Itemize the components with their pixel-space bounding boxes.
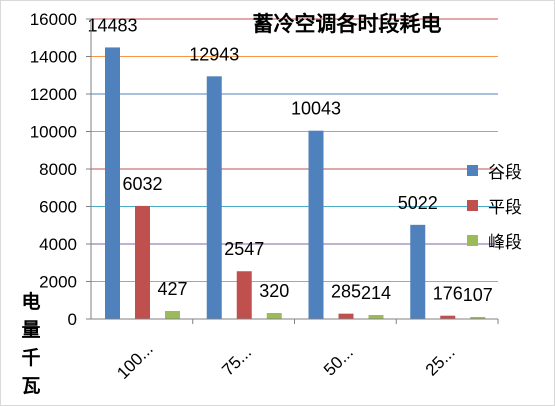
x-tick-labels: 100... 75... 50... 25... <box>113 319 499 383</box>
y-tick-label: 12000 <box>30 85 77 104</box>
x-tick-label: 25... <box>422 343 459 380</box>
bar <box>236 271 252 319</box>
legend-label-ping: 平段 <box>488 198 522 218</box>
bars <box>105 47 486 319</box>
legend-item-gu: 谷段 <box>467 153 522 188</box>
data-label: 12943 <box>189 44 239 64</box>
data-label: 14483 <box>87 15 137 35</box>
bar <box>368 314 384 319</box>
bar <box>266 313 282 319</box>
data-label: 427 <box>157 279 187 299</box>
legend-swatch-gu <box>467 165 478 176</box>
data-label: 5022 <box>398 193 438 213</box>
legend-swatch-feng <box>467 235 478 246</box>
y-tick-label: 16000 <box>30 10 77 29</box>
legend: 谷段 平段 峰段 <box>467 153 522 258</box>
legend-item-feng: 峰段 <box>467 223 522 258</box>
bar <box>135 205 150 319</box>
bar <box>165 310 180 319</box>
data-labels: 14483 6032 427 12943 2547 320 10043 285 214 5022 1… <box>87 15 492 305</box>
y-axis-title-char: 量 <box>21 319 40 341</box>
bar <box>470 316 486 319</box>
y-tick-label: 4000 <box>39 235 77 254</box>
x-tick-label: 100... <box>113 339 157 383</box>
legend-label-feng: 峰段 <box>488 233 522 253</box>
y-axis-title-char: 千 <box>21 347 40 369</box>
data-label: 285 <box>331 282 361 302</box>
x-tick-label: 75... <box>218 343 255 380</box>
data-label: 6032 <box>122 174 162 194</box>
y-tick-label: 8000 <box>39 160 77 179</box>
legend-swatch-ping <box>467 200 478 211</box>
data-label: 107 <box>463 285 493 305</box>
data-label: 10043 <box>291 99 341 119</box>
x-tick-label: 50... <box>320 343 357 380</box>
y-tick-label: 0 <box>68 310 77 329</box>
y-tick-label: 2000 <box>39 273 77 292</box>
data-label: 214 <box>361 283 391 303</box>
bar <box>410 224 426 319</box>
y-axis-title-char: 瓦 <box>21 375 40 397</box>
y-tick-labels: 0 2000 4000 6000 8000 10000 12000 14000 16000 <box>30 10 91 329</box>
bar <box>308 130 324 319</box>
legend-item-ping: 平段 <box>467 188 522 223</box>
y-tick-label: 6000 <box>39 198 77 217</box>
y-tick-label: 10000 <box>30 123 77 142</box>
bar <box>206 76 222 319</box>
legend-label-gu: 谷段 <box>488 163 522 183</box>
bar <box>338 313 354 319</box>
data-label: 2547 <box>224 239 264 259</box>
y-tick-label: 14000 <box>30 48 77 67</box>
bar <box>440 315 456 319</box>
data-label: 320 <box>259 281 289 301</box>
bar <box>105 47 120 319</box>
y-axis-title-char: 电 <box>21 290 40 313</box>
data-label: 176 <box>433 284 463 304</box>
gridlines <box>91 18 498 282</box>
chart-title: 蓄冷空调各时段耗电 <box>253 12 442 36</box>
